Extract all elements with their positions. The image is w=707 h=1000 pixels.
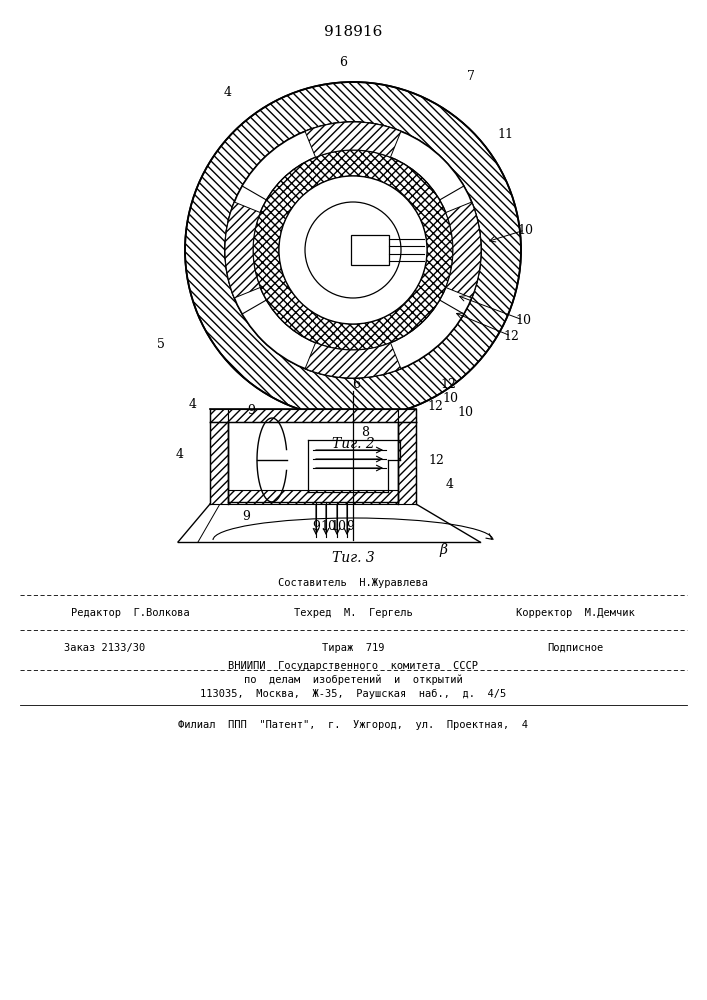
- Text: 8: 8: [361, 426, 369, 438]
- Text: 9: 9: [242, 510, 250, 522]
- Text: 4: 4: [176, 448, 184, 462]
- Text: 7: 7: [467, 70, 475, 84]
- Text: 4: 4: [224, 86, 232, 99]
- Text: 12: 12: [427, 399, 443, 412]
- Text: r: r: [306, 410, 312, 422]
- Text: ВНИИПИ  Государственного  комитета  СССР: ВНИИПИ Государственного комитета СССР: [228, 661, 478, 671]
- Polygon shape: [398, 422, 416, 504]
- Circle shape: [279, 176, 427, 324]
- Text: Τиг. 2: Τиг. 2: [332, 437, 375, 451]
- Text: 12: 12: [428, 454, 444, 466]
- Text: 5: 5: [157, 338, 165, 352]
- Polygon shape: [228, 490, 398, 504]
- Text: 10: 10: [330, 520, 346, 532]
- Text: 9: 9: [247, 403, 255, 416]
- Text: по  делам  изобретений  и  открытий: по делам изобретений и открытий: [244, 675, 462, 685]
- Text: Составитель  Н.Журавлева: Составитель Н.Журавлева: [278, 578, 428, 588]
- Bar: [351, 235, 389, 265]
- Text: Тираж  719: Тираж 719: [322, 643, 384, 653]
- Text: 6: 6: [339, 55, 347, 68]
- Text: 4: 4: [189, 397, 197, 410]
- Polygon shape: [210, 409, 228, 422]
- Text: 10: 10: [442, 392, 458, 406]
- Polygon shape: [225, 202, 260, 298]
- Polygon shape: [228, 409, 398, 422]
- Text: Заказ 2133/30: Заказ 2133/30: [64, 643, 146, 653]
- Polygon shape: [305, 343, 401, 378]
- Text: 10: 10: [320, 520, 336, 532]
- Text: 6: 6: [352, 378, 360, 391]
- Text: 12: 12: [503, 330, 519, 342]
- Text: 10: 10: [457, 406, 473, 420]
- Text: Филиал  ППП  "Патент",  г.  Ужгород,  ул.  Проектная,  4: Филиал ППП "Патент", г. Ужгород, ул. Про…: [178, 720, 528, 730]
- Polygon shape: [445, 202, 481, 298]
- Text: 10: 10: [517, 224, 533, 236]
- Circle shape: [305, 202, 401, 298]
- Text: Редактор  Г.Волкова: Редактор Г.Волкова: [71, 608, 189, 618]
- Text: 9: 9: [312, 520, 320, 532]
- Text: β: β: [439, 543, 447, 557]
- Circle shape: [225, 122, 481, 378]
- Text: Техред  М.  Гергель: Техред М. Гергель: [293, 608, 412, 618]
- Polygon shape: [210, 422, 228, 504]
- Text: 12: 12: [440, 377, 456, 390]
- Text: 11: 11: [497, 127, 513, 140]
- Text: 9: 9: [346, 520, 354, 532]
- Text: 4: 4: [446, 478, 454, 490]
- Polygon shape: [305, 122, 401, 157]
- Text: 113035,  Москва,  Ж-35,  Раушская  наб.,  д.  4/5: 113035, Москва, Ж-35, Раушская наб., д. …: [200, 689, 506, 699]
- Text: Подписное: Подписное: [547, 643, 603, 653]
- Text: Τиг. 3: Τиг. 3: [332, 551, 375, 565]
- Text: 918916: 918916: [324, 25, 382, 39]
- Polygon shape: [398, 409, 416, 422]
- Text: Корректор  М.Демчик: Корректор М.Демчик: [515, 608, 634, 618]
- Text: 10: 10: [515, 314, 531, 326]
